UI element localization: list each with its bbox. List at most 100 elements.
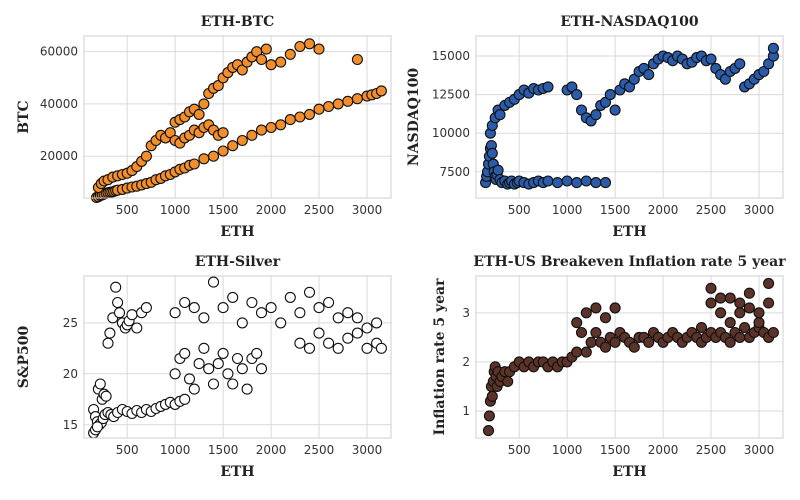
data-point — [217, 347, 229, 359]
data-point — [486, 390, 498, 402]
x-tick-label: 2500 — [304, 443, 335, 457]
data-point — [275, 56, 287, 68]
data-point — [265, 59, 277, 71]
data-point — [303, 108, 316, 120]
data-point — [715, 292, 727, 304]
data-point — [590, 109, 602, 121]
data-point — [767, 326, 779, 339]
data-point — [351, 53, 363, 66]
data-point — [342, 307, 354, 319]
data-point — [94, 378, 106, 390]
data-point — [486, 147, 498, 159]
data-point — [724, 336, 736, 348]
data-point — [236, 134, 248, 147]
data-point — [179, 296, 191, 309]
y-axis-label: Inflation rate 5 year — [432, 278, 448, 436]
plot-frame — [83, 35, 392, 199]
data-point — [260, 43, 272, 55]
data-point — [763, 297, 775, 309]
data-point — [705, 53, 717, 65]
data-point — [763, 277, 775, 289]
data-point — [351, 312, 363, 324]
data-point — [609, 336, 621, 348]
y-axis-label: S&P500 — [16, 325, 32, 388]
data-point — [542, 175, 554, 187]
data-point — [313, 302, 325, 314]
y-tick-label: 10000 — [432, 126, 470, 140]
data-point — [110, 281, 122, 293]
data-point — [294, 111, 306, 123]
data-point — [207, 378, 220, 390]
data-point — [217, 127, 229, 139]
data-point — [284, 48, 296, 60]
chart-panel-2: 500 1000 1500 2000 2500 3000 7500 10000 12500 150… — [406, 14, 784, 240]
data-point — [294, 307, 306, 319]
data-point — [169, 368, 181, 380]
plot-frame — [475, 35, 784, 199]
data-point — [590, 326, 602, 339]
data-point — [739, 321, 751, 334]
data-point — [100, 390, 112, 402]
x-tick-label: 3000 — [744, 443, 775, 457]
data-point — [492, 164, 504, 176]
data-point — [246, 296, 258, 309]
data-point — [734, 297, 746, 309]
y-axis-label: NASDAQ100 — [406, 68, 422, 166]
x-axis-label: ETH — [612, 224, 646, 240]
y-tick-label: 15 — [63, 418, 78, 432]
data-point — [265, 121, 277, 134]
data-point — [255, 363, 268, 375]
data-point — [231, 352, 244, 365]
data-point — [580, 346, 592, 358]
data-point — [113, 307, 126, 319]
chart-panel-4: 500 1000 1500 2000 2500 3000 1 2 3 ETH-US Breakev… — [432, 254, 786, 480]
chart-title: ETH-US Breakeven Inflation rate 5 year — [473, 254, 786, 270]
y-tick-label: 20 — [63, 367, 78, 381]
data-point — [482, 425, 495, 437]
data-point — [227, 291, 239, 303]
data-point — [294, 40, 306, 53]
chart-title: ETH-BTC — [201, 14, 275, 30]
data-point — [313, 43, 325, 55]
data-point — [609, 302, 621, 314]
data-point — [255, 307, 268, 319]
x-tick-label: 3000 — [744, 203, 775, 217]
data-point — [767, 42, 779, 54]
x-tick-label: 1000 — [160, 203, 191, 217]
data-point — [236, 317, 248, 329]
data-point — [188, 383, 200, 395]
data-point — [705, 282, 717, 294]
data-point — [705, 297, 717, 309]
x-tick-label: 500 — [116, 443, 139, 457]
data-point — [222, 368, 234, 380]
data-point — [743, 302, 755, 314]
data-point — [169, 307, 181, 319]
data-point — [715, 307, 727, 319]
scatter-points — [88, 276, 387, 439]
data-point — [590, 177, 602, 189]
data-point — [207, 276, 220, 288]
data-point — [236, 64, 248, 76]
data-point — [212, 358, 224, 370]
plot-frame — [475, 275, 784, 439]
x-tick-label: 2500 — [304, 203, 335, 217]
y-tick-label: 1 — [462, 404, 470, 418]
data-point — [251, 347, 263, 359]
data-point — [599, 177, 612, 189]
data-point — [332, 98, 344, 110]
x-tick-label: 2500 — [696, 443, 727, 457]
x-tick-label: 500 — [116, 203, 139, 217]
data-point — [164, 127, 176, 139]
y-tick-label: 7500 — [439, 165, 470, 179]
x-axis-label: ETH — [220, 464, 254, 480]
x-tick-label: 3000 — [352, 443, 383, 457]
data-point — [332, 312, 344, 324]
data-point — [628, 341, 640, 353]
chart-title: ETH-NASDAQ100 — [560, 14, 699, 30]
data-point — [580, 307, 592, 319]
x-tick-label: 2500 — [696, 203, 727, 217]
data-point — [198, 342, 210, 354]
y-tick-label: 12500 — [432, 88, 470, 102]
y-tick-label: 60000 — [40, 45, 78, 59]
